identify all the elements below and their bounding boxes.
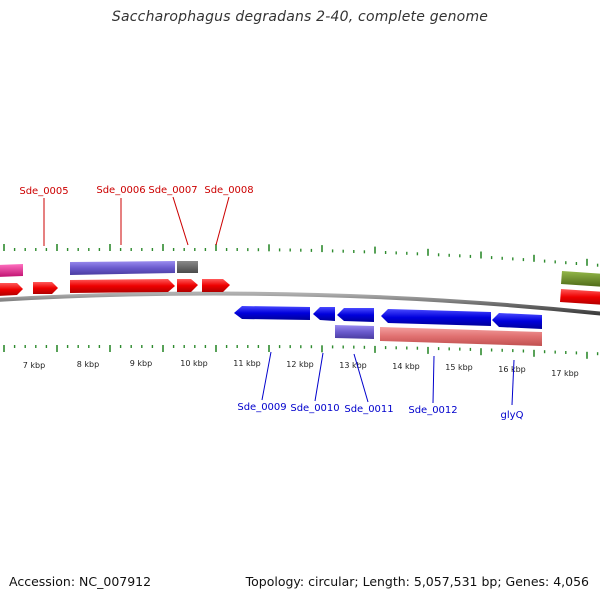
kbp-labels: 7 kbp 8 kbp 9 kbp 10 kbp 11 kbp 12 kbp 1… xyxy=(23,359,579,378)
cds-reverse-glyq[interactable] xyxy=(492,313,542,329)
kbp-label: 13 kbp xyxy=(339,361,367,370)
cds-forward-sde-0008[interactable] xyxy=(202,279,230,292)
gene-label-sde-0006[interactable]: Sde_0006 xyxy=(96,185,145,196)
cds-forward-sde-0004[interactable] xyxy=(0,283,23,296)
gene-label-sde-0009[interactable]: Sde_0009 xyxy=(237,402,286,413)
genome-backbone xyxy=(0,291,600,316)
reverse-gene-labels: Sde_0009 Sde_0010 Sde_0011 Sde_0012 glyQ xyxy=(237,351,524,421)
kbp-label: 10 kbp xyxy=(180,359,208,368)
cds-forward-sde-0007[interactable] xyxy=(177,279,198,292)
gene-label-sde-0012[interactable]: Sde_0012 xyxy=(408,405,457,416)
kbp-label: 16 kbp xyxy=(498,365,526,374)
kbp-label: 17 kbp xyxy=(551,369,579,378)
accession-value: NC_007912 xyxy=(79,574,152,589)
topology-info: Topology: circular; Length: 5,057,531 bp… xyxy=(245,574,589,589)
cds-forward-sde-0006[interactable] xyxy=(70,279,175,293)
feature-purple-inner[interactable] xyxy=(335,325,374,339)
inner-tick-marks xyxy=(3,345,599,359)
gene-label-sde-0007[interactable]: Sde_0007 xyxy=(148,185,197,196)
feature-magenta[interactable] xyxy=(0,264,23,277)
gene-label-sde-0010[interactable]: Sde_0010 xyxy=(290,403,339,414)
kbp-label: 9 kbp xyxy=(130,359,152,368)
kbp-label: 14 kbp xyxy=(392,362,420,371)
cds-forward-sde-0005[interactable] xyxy=(33,282,58,294)
feature-salmon[interactable] xyxy=(380,327,542,346)
feature-olive[interactable] xyxy=(561,271,600,287)
cds-forward-next[interactable] xyxy=(560,289,600,305)
genome-title: Saccharophagus degradans 2-40, complete … xyxy=(111,9,489,25)
forward-cds-track xyxy=(0,279,600,305)
gene-label-sde-0011[interactable]: Sde_0011 xyxy=(344,404,393,415)
outer-feature-track xyxy=(0,261,600,287)
gene-label-glyq[interactable]: glyQ xyxy=(501,410,524,421)
accession-label: Accession: xyxy=(9,574,76,589)
kbp-label: 11 kbp xyxy=(233,359,261,368)
cds-reverse-sde-0010[interactable] xyxy=(313,307,335,321)
inner-feature-track xyxy=(335,325,542,346)
cds-reverse-sde-0009[interactable] xyxy=(234,306,310,320)
outer-tick-marks xyxy=(3,244,599,267)
accession-info: Accession: NC_007912 xyxy=(9,574,151,589)
cds-reverse-sde-0012[interactable] xyxy=(381,309,491,326)
feature-purple[interactable] xyxy=(70,261,175,275)
cds-reverse-sde-0011[interactable] xyxy=(337,308,374,322)
gene-label-sde-0008[interactable]: Sde_0008 xyxy=(204,185,253,196)
kbp-label: 12 kbp xyxy=(286,360,314,369)
kbp-label: 7 kbp xyxy=(23,361,45,370)
gene-label-sde-0005[interactable]: Sde_0005 xyxy=(19,186,68,197)
reverse-cds-track xyxy=(234,306,542,329)
feature-gray[interactable] xyxy=(177,261,198,273)
kbp-label: 15 kbp xyxy=(445,363,473,372)
forward-gene-labels: Sde_0005 Sde_0006 Sde_0007 Sde_0008 xyxy=(19,185,254,246)
kbp-label: 8 kbp xyxy=(77,360,99,369)
